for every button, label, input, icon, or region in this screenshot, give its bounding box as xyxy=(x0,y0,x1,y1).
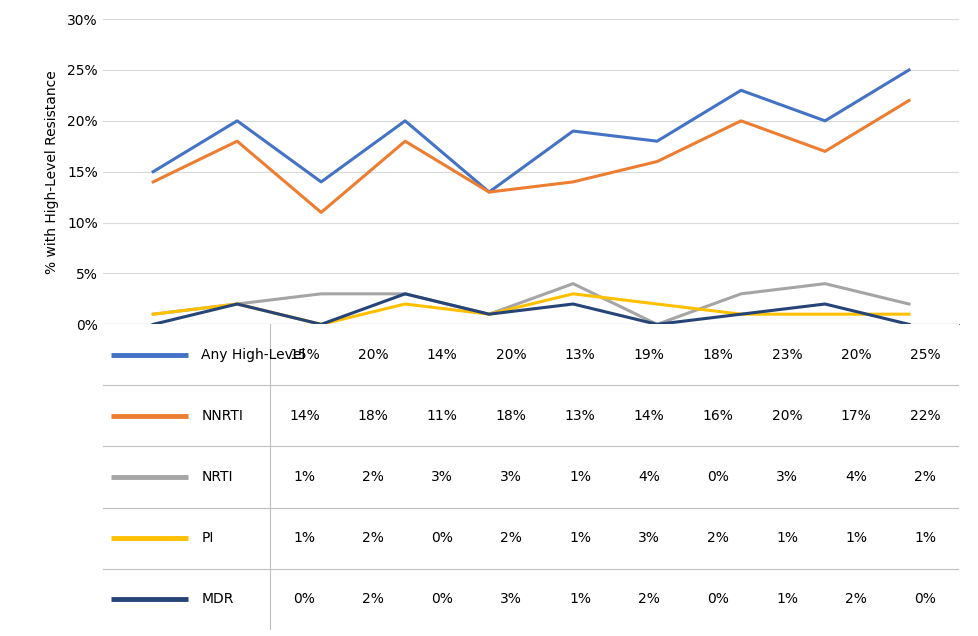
Text: 13%: 13% xyxy=(564,348,595,362)
Bar xyxy=(103,446,958,508)
Text: 3%: 3% xyxy=(638,531,659,545)
Text: 1%: 1% xyxy=(568,470,591,484)
Text: 14%: 14% xyxy=(426,348,457,362)
Text: 0%: 0% xyxy=(706,592,729,606)
Text: 17%: 17% xyxy=(840,409,870,423)
Text: 20%: 20% xyxy=(358,348,388,362)
Bar xyxy=(103,569,958,630)
Text: 2%: 2% xyxy=(913,470,935,484)
Y-axis label: % with High-Level Resistance: % with High-Level Resistance xyxy=(45,70,59,273)
Text: MDR: MDR xyxy=(201,592,234,606)
Text: 14%: 14% xyxy=(289,409,320,423)
Text: 20%: 20% xyxy=(771,409,802,423)
Text: 18%: 18% xyxy=(702,348,733,362)
Text: 2%: 2% xyxy=(500,531,521,545)
Text: 20%: 20% xyxy=(496,348,526,362)
Text: 2%: 2% xyxy=(362,531,383,545)
Text: 1%: 1% xyxy=(844,531,867,545)
Text: 3%: 3% xyxy=(776,470,797,484)
Text: 4%: 4% xyxy=(638,470,659,484)
Text: 16%: 16% xyxy=(702,409,733,423)
Text: 3%: 3% xyxy=(500,470,521,484)
Text: 2%: 2% xyxy=(362,470,383,484)
Text: 2%: 2% xyxy=(706,531,729,545)
Text: NRTI: NRTI xyxy=(201,470,233,484)
Text: 1%: 1% xyxy=(776,531,797,545)
Text: 22%: 22% xyxy=(909,409,939,423)
Text: 11%: 11% xyxy=(426,409,457,423)
Text: 1%: 1% xyxy=(568,531,591,545)
Text: 2%: 2% xyxy=(844,592,867,606)
Text: 14%: 14% xyxy=(633,409,664,423)
Text: 1%: 1% xyxy=(568,592,591,606)
Bar xyxy=(103,324,958,385)
Text: 20%: 20% xyxy=(840,348,870,362)
Text: 0%: 0% xyxy=(431,531,453,545)
Text: 2%: 2% xyxy=(362,592,383,606)
Text: 4%: 4% xyxy=(844,470,867,484)
Text: 0%: 0% xyxy=(431,592,453,606)
Text: 1%: 1% xyxy=(293,531,315,545)
Text: 1%: 1% xyxy=(913,531,935,545)
Text: NNRTI: NNRTI xyxy=(201,409,243,423)
Text: 3%: 3% xyxy=(431,470,453,484)
Bar xyxy=(103,508,958,569)
Text: Any High-Level: Any High-Level xyxy=(201,348,305,362)
Text: 0%: 0% xyxy=(913,592,935,606)
Text: 1%: 1% xyxy=(293,470,315,484)
Text: 18%: 18% xyxy=(358,409,388,423)
FancyBboxPatch shape xyxy=(103,324,958,630)
Text: 1%: 1% xyxy=(776,592,797,606)
Text: 0%: 0% xyxy=(706,470,729,484)
Text: 3%: 3% xyxy=(500,592,521,606)
Text: 25%: 25% xyxy=(909,348,939,362)
Text: 0%: 0% xyxy=(293,592,315,606)
Text: 18%: 18% xyxy=(495,409,526,423)
Text: 15%: 15% xyxy=(289,348,320,362)
Bar xyxy=(103,385,958,446)
Text: 13%: 13% xyxy=(564,409,595,423)
Text: 19%: 19% xyxy=(633,348,664,362)
Text: 2%: 2% xyxy=(638,592,659,606)
Text: PI: PI xyxy=(201,531,213,545)
Text: 23%: 23% xyxy=(771,348,802,362)
